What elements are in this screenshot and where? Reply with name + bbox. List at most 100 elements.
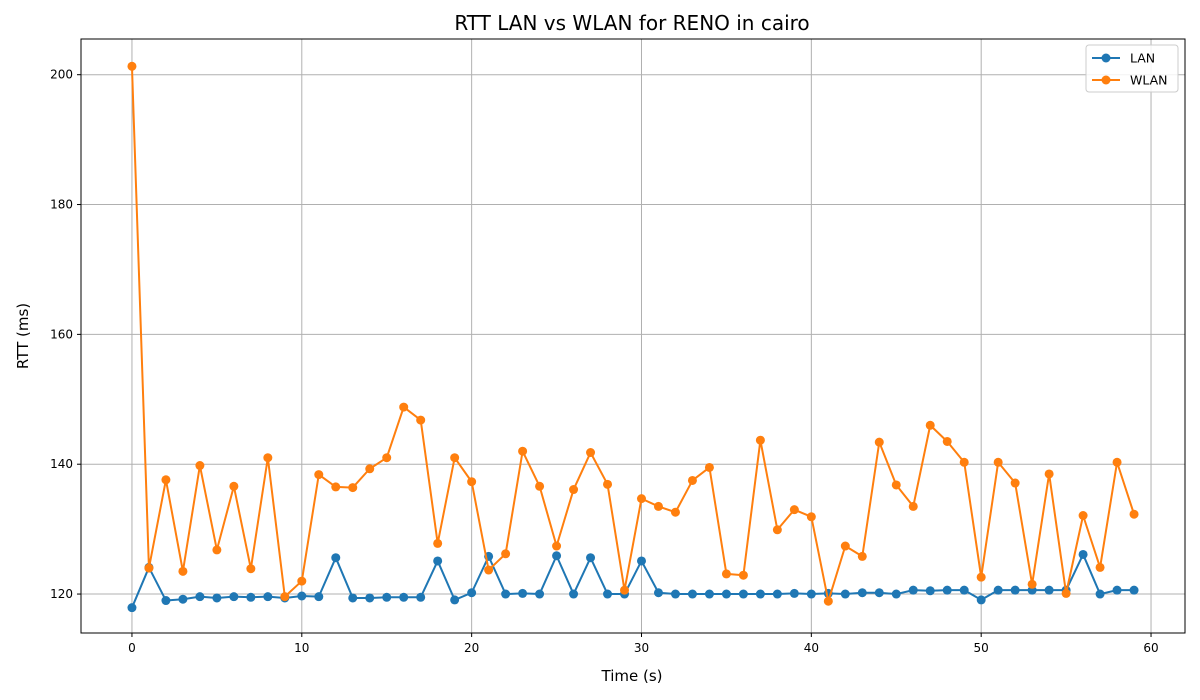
wlan-point: [993, 457, 1003, 467]
lan-point: [1078, 549, 1088, 559]
legend-label: LAN: [1130, 51, 1155, 66]
x-axis-label: Time (s): [601, 667, 663, 685]
lan-point: [178, 594, 188, 604]
wlan-point: [348, 483, 358, 493]
wlan-point: [586, 448, 596, 458]
legend-item-wlan: WLAN: [1092, 73, 1168, 88]
lan-point: [263, 592, 273, 602]
lan-point: [399, 592, 409, 602]
wlan-point: [195, 461, 205, 471]
y-tick-label: 180: [50, 198, 73, 212]
lan-point: [161, 596, 171, 606]
wlan-point: [857, 551, 867, 561]
wlan-point: [1112, 457, 1122, 467]
x-tick-label: 20: [464, 641, 479, 655]
x-axis: 0 10 20 30 40 50 60: [128, 633, 1159, 655]
x-tick-label: 30: [634, 641, 649, 655]
y-tick-label: 140: [50, 457, 73, 471]
wlan-point: [603, 479, 613, 489]
wlan-point: [942, 436, 952, 446]
wlan-point: [433, 538, 443, 548]
wlan-point: [755, 435, 765, 445]
wlan-point: [976, 572, 986, 582]
lan-point: [857, 588, 867, 598]
lan-point: [636, 556, 646, 566]
lan-point: [1010, 585, 1020, 595]
series-wlan: [127, 61, 1139, 606]
x-tick-label: 10: [294, 641, 309, 655]
lan-point: [365, 593, 375, 603]
lan-point: [908, 585, 918, 595]
lan-point: [314, 592, 324, 602]
wlan-point: [246, 564, 256, 574]
wlan-point: [1061, 588, 1071, 598]
lan-point: [246, 592, 256, 602]
wlan-point: [314, 470, 324, 480]
y-tick-label: 200: [50, 68, 73, 82]
wlan-point: [772, 525, 782, 535]
legend-swatch-marker: [1101, 53, 1111, 63]
wlan-point: [467, 477, 477, 487]
lan-point: [535, 589, 545, 599]
y-tick-label: 120: [50, 587, 73, 601]
series-layer: [127, 61, 1139, 613]
wlan-point: [297, 576, 307, 586]
plot-frame: [80, 38, 1186, 634]
lan-point: [212, 593, 222, 603]
wlan-point: [501, 549, 511, 559]
wlan-point: [263, 453, 273, 463]
lan-point: [433, 556, 443, 566]
x-tick-label: 50: [974, 641, 989, 655]
wlan-point: [704, 462, 714, 472]
lan-point: [1044, 585, 1054, 595]
wlan-point: [450, 453, 460, 463]
lan-point: [925, 586, 935, 596]
wlan-point: [1044, 469, 1054, 479]
wlan-point: [806, 512, 816, 522]
lan-point: [840, 589, 850, 599]
wlan-point: [552, 541, 562, 551]
wlan-point: [280, 592, 290, 602]
wlan-point: [535, 481, 545, 491]
wlan-point: [620, 585, 630, 595]
lan-point: [229, 592, 239, 602]
lan-point: [789, 588, 799, 598]
wlan-point: [891, 480, 901, 490]
wlan-point: [212, 545, 222, 555]
chart-title: RTT LAN vs WLAN for RENO in cairo: [454, 11, 809, 35]
wlan-point: [789, 505, 799, 515]
wlan-point: [925, 420, 935, 430]
wlan-point: [721, 569, 731, 579]
lan-point: [518, 588, 528, 598]
wlan-point: [1010, 478, 1020, 488]
wlan-point: [1027, 579, 1037, 589]
wlan-point: [484, 565, 494, 575]
y-axis-label: RTT (ms): [14, 303, 32, 369]
wlan-point: [636, 494, 646, 504]
wlan-point: [569, 485, 579, 495]
series-lan: [127, 549, 1139, 613]
wlan-point: [161, 475, 171, 485]
wlan-point: [365, 464, 375, 474]
wlan-point: [823, 596, 833, 606]
lan-point: [127, 603, 137, 613]
wlan-point: [331, 482, 341, 492]
legend-item-lan: LAN: [1092, 51, 1155, 66]
wlan-point: [840, 541, 850, 551]
wlan-point: [959, 457, 969, 467]
lan-point: [331, 553, 341, 563]
wlan-point: [1078, 510, 1088, 520]
lan-point: [891, 589, 901, 599]
lan-point: [586, 553, 596, 563]
lan-point: [704, 589, 714, 599]
lan-point: [1095, 589, 1105, 599]
lan-point: [738, 589, 748, 599]
wlan-point: [653, 501, 663, 511]
lan-point: [416, 592, 426, 602]
lan-point: [382, 592, 392, 602]
x-tick-label: 40: [804, 641, 819, 655]
wlan-point: [382, 453, 392, 463]
lan-point: [806, 589, 816, 599]
lan-point: [721, 589, 731, 599]
